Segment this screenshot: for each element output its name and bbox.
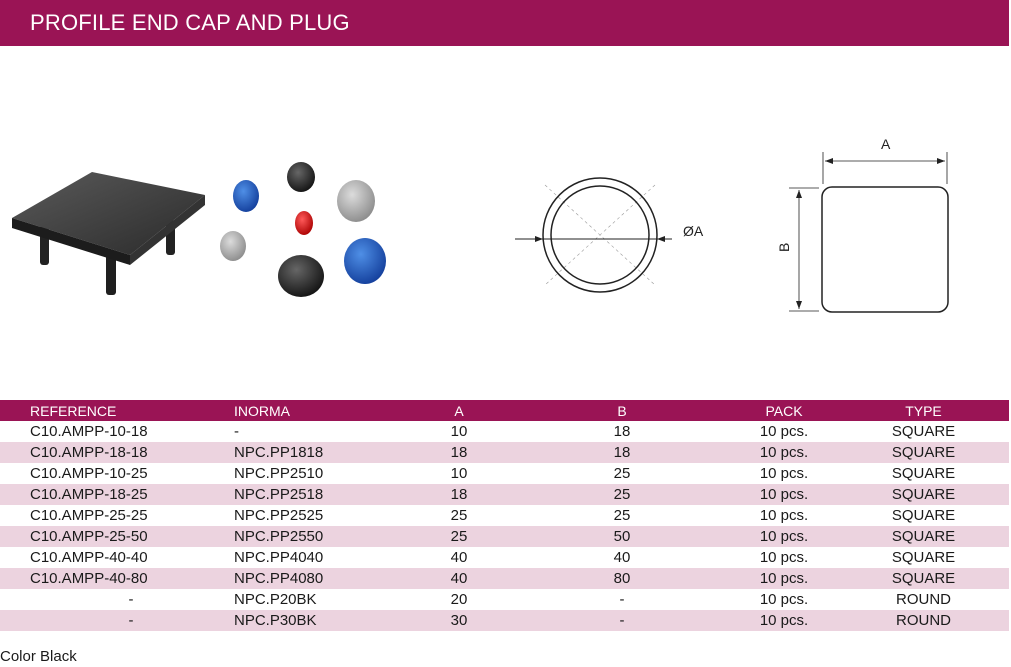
square-end-cap bbox=[12, 172, 205, 295]
cell-pack: 10 pcs. bbox=[730, 526, 838, 547]
cell-inorma: NPC.PP2525 bbox=[234, 507, 324, 524]
cell-a: 40 bbox=[404, 568, 514, 589]
cell-inorma: NPC.P20BK bbox=[234, 591, 317, 608]
table-row: C10.AMPP-40-80 NPC.PP4080 40 80 10 pcs. … bbox=[0, 568, 1009, 589]
col-reference: REFERENCE bbox=[0, 400, 232, 421]
black-plug-large bbox=[278, 255, 324, 297]
cell-type: SQUARE bbox=[838, 526, 1009, 547]
cell-reference: - bbox=[128, 591, 134, 608]
cell-b: 80 bbox=[514, 568, 730, 589]
cell-b: 18 bbox=[514, 442, 730, 463]
cell-a: 18 bbox=[404, 442, 514, 463]
page-title: PROFILE END CAP AND PLUG bbox=[30, 10, 350, 35]
cell-reference: C10.AMPP-10-25 bbox=[30, 465, 148, 482]
diameter-label: ØA bbox=[683, 223, 704, 239]
table-row: C10.AMPP-25-25 NPC.PP2525 25 25 10 pcs. … bbox=[0, 505, 1009, 526]
blue-plug-small bbox=[233, 180, 259, 212]
blue-plug-large bbox=[344, 238, 386, 284]
cell-b: - bbox=[619, 591, 625, 608]
cell-pack: 10 pcs. bbox=[759, 423, 809, 440]
cell-b: 25 bbox=[613, 465, 631, 482]
cell-type: SQUARE bbox=[891, 465, 956, 482]
table-header-row: REFERENCE INORMA A B PACK TYPE bbox=[0, 400, 1009, 421]
cell-reference: C10.AMPP-18-18 bbox=[0, 442, 232, 463]
cell-reference: C10.AMPP-40-40 bbox=[30, 549, 148, 566]
cell-pack: 10 pcs. bbox=[730, 610, 838, 631]
table-row: C10.AMPP-10-25 NPC.PP2510 10 25 10 pcs. … bbox=[0, 463, 1009, 484]
cell-inorma: NPC.P30BK bbox=[232, 610, 404, 631]
cell-type: SQUARE bbox=[838, 484, 1009, 505]
cell-type: SQUARE bbox=[891, 507, 956, 524]
cell-type: SQUARE bbox=[891, 549, 956, 566]
cell-b: 18 bbox=[613, 423, 631, 440]
col-a: A bbox=[404, 400, 514, 421]
cell-pack: 10 pcs. bbox=[730, 568, 838, 589]
cell-a: 18 bbox=[404, 484, 514, 505]
cell-type: SQUARE bbox=[891, 423, 956, 440]
cell-reference: C10.AMPP-18-25 bbox=[0, 484, 232, 505]
table-row: - NPC.P30BK 30 - 10 pcs. ROUND bbox=[0, 610, 1009, 631]
cell-type: ROUND bbox=[838, 610, 1009, 631]
cell-inorma: NPC.PP4040 bbox=[234, 549, 324, 566]
cell-b: 25 bbox=[613, 507, 631, 524]
cell-type: ROUND bbox=[896, 591, 951, 608]
cell-b: 40 bbox=[613, 549, 631, 566]
cell-reference: C10.AMPP-10-18 bbox=[30, 423, 148, 440]
grey-plug-small bbox=[220, 231, 246, 261]
cell-b: 25 bbox=[514, 484, 730, 505]
spec-table: REFERENCE INORMA A B PACK TYPE C10.AMPP-… bbox=[0, 400, 1009, 631]
col-type: TYPE bbox=[838, 400, 1009, 421]
cell-a: 20 bbox=[450, 591, 468, 608]
color-note: Color Black bbox=[0, 648, 77, 665]
cell-pack: 10 pcs. bbox=[759, 549, 809, 566]
cell-inorma: NPC.PP4080 bbox=[232, 568, 404, 589]
cell-a: 10 bbox=[450, 465, 468, 482]
cell-reference: C10.AMPP-40-80 bbox=[0, 568, 232, 589]
cell-pack: 10 pcs. bbox=[759, 591, 809, 608]
cell-a: 40 bbox=[450, 549, 468, 566]
cell-reference: C10.AMPP-25-50 bbox=[0, 526, 232, 547]
cell-pack: 10 pcs. bbox=[730, 484, 838, 505]
cell-inorma: NPC.PP2550 bbox=[232, 526, 404, 547]
product-photo bbox=[12, 162, 386, 297]
cell-inorma: NPC.PP2510 bbox=[234, 465, 324, 482]
cell-b: - bbox=[514, 610, 730, 631]
cell-inorma: NPC.PP1818 bbox=[232, 442, 404, 463]
table-row: C10.AMPP-18-18 NPC.PP1818 18 18 10 pcs. … bbox=[0, 442, 1009, 463]
table-row: - NPC.P20BK 20 - 10 pcs. ROUND bbox=[0, 589, 1009, 610]
grey-plug-large bbox=[337, 180, 375, 222]
black-plug-small bbox=[287, 162, 315, 192]
square-profile-diagram: A B bbox=[776, 136, 949, 313]
title-bar: PROFILE END CAP AND PLUG bbox=[0, 0, 1009, 46]
cell-pack: 10 pcs. bbox=[730, 442, 838, 463]
table-row: C10.AMPP-10-18 - 10 18 10 pcs. SQUARE bbox=[0, 421, 1009, 442]
round-profile-diagram: ØA bbox=[515, 177, 704, 293]
cell-b: 50 bbox=[514, 526, 730, 547]
table-row: C10.AMPP-18-25 NPC.PP2518 18 25 10 pcs. … bbox=[0, 484, 1009, 505]
cell-pack: 10 pcs. bbox=[759, 465, 809, 482]
cell-type: SQUARE bbox=[838, 568, 1009, 589]
cell-inorma: NPC.PP2518 bbox=[232, 484, 404, 505]
col-inorma: INORMA bbox=[232, 400, 404, 421]
dim-a-label: A bbox=[881, 136, 891, 152]
cell-inorma: - bbox=[234, 423, 239, 440]
cell-a: 30 bbox=[404, 610, 514, 631]
cell-a: 25 bbox=[450, 507, 468, 524]
cell-pack: 10 pcs. bbox=[759, 507, 809, 524]
col-pack: PACK bbox=[730, 400, 838, 421]
dim-b-label: B bbox=[776, 243, 792, 252]
cell-a: 25 bbox=[404, 526, 514, 547]
table-row: C10.AMPP-40-40 NPC.PP4040 40 40 10 pcs. … bbox=[0, 547, 1009, 568]
cell-reference: - bbox=[0, 610, 232, 631]
cell-a: 10 bbox=[450, 423, 468, 440]
table-row: C10.AMPP-25-50 NPC.PP2550 25 50 10 pcs. … bbox=[0, 526, 1009, 547]
cell-type: SQUARE bbox=[838, 442, 1009, 463]
red-plug bbox=[295, 211, 313, 235]
col-b: B bbox=[514, 400, 730, 421]
cell-reference: C10.AMPP-25-25 bbox=[30, 507, 148, 524]
